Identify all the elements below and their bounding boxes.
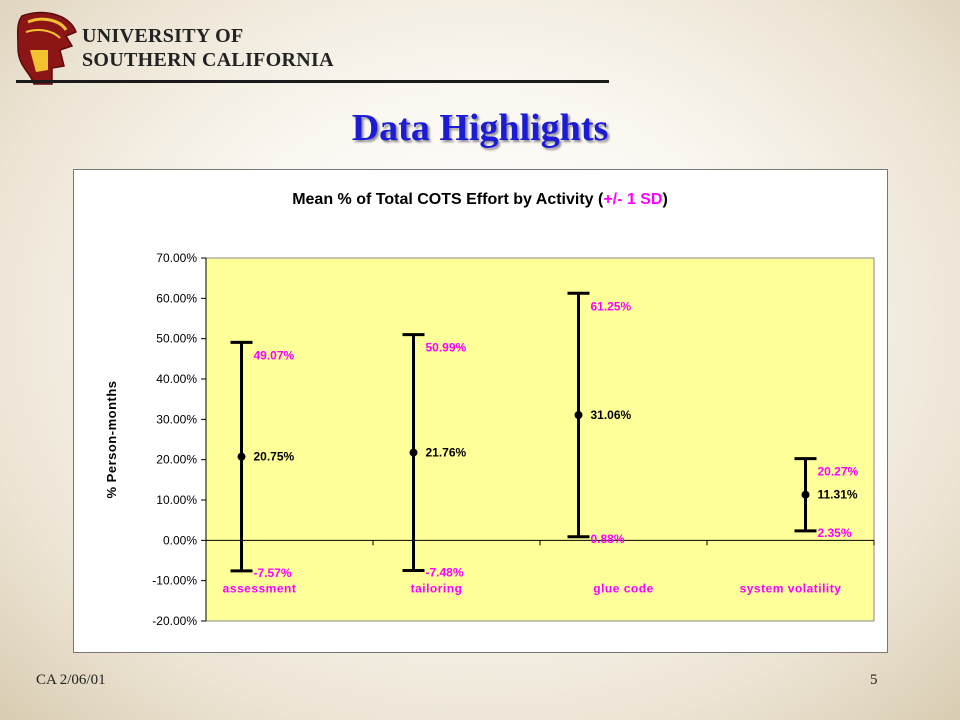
mean-value-label: 11.31% [818, 488, 858, 502]
footer-date: CA 2/06/01 [36, 672, 106, 688]
y-tick-label: 30.00% [156, 412, 197, 426]
chart-title-prefix: Mean % of Total COTS Effort by Activity … [292, 191, 604, 208]
upper-value-label: 50.99% [426, 341, 467, 355]
y-tick-label: -10.00% [152, 574, 197, 588]
lower-value-label: 0.88% [591, 532, 625, 546]
university-line-2: SOUTHERN CALIFORNIA [82, 49, 334, 71]
category-label: assessment [223, 581, 297, 595]
mean-point [801, 490, 810, 499]
category-label: system volatility [740, 581, 842, 595]
mean-point [409, 448, 418, 457]
chart-title-accent: +/- 1 SD [603, 191, 662, 208]
chart-svg: Mean % of Total COTS Effort by Activity … [104, 191, 875, 628]
y-tick-label: 50.00% [156, 332, 197, 346]
chart-container: Mean % of Total COTS Effort by Activity … [73, 169, 888, 653]
upper-value-label: 49.07% [254, 348, 295, 362]
category-label: glue code [593, 581, 654, 595]
upper-value-label: 20.27% [818, 465, 859, 479]
lower-value-label: -7.57% [254, 566, 292, 580]
y-tick-label: 70.00% [156, 251, 197, 265]
y-axis-title: % Person-months [104, 380, 119, 498]
lower-value-label: -7.48% [426, 566, 464, 580]
slide-title: Data Highlights [351, 107, 609, 149]
category-label: tailoring [411, 581, 463, 595]
header-rule [16, 80, 609, 83]
plot-area [205, 257, 875, 622]
chart-title: Mean % of Total COTS Effort by Activity … [292, 191, 668, 208]
lower-value-label: 2.35% [818, 526, 852, 540]
y-tick-label: 20.00% [156, 453, 197, 467]
mean-value-label: 21.76% [426, 446, 467, 460]
mean-point [574, 411, 583, 420]
y-tick-label: 0.00% [163, 533, 197, 547]
y-tick-label: 40.00% [156, 372, 197, 386]
university-line-1: UNIVERSITY OF [82, 25, 244, 47]
mean-value-label: 31.06% [591, 408, 632, 422]
y-tick-label: 60.00% [156, 291, 197, 305]
page-number: 5 [870, 672, 878, 688]
trojan-helmet-logo-icon [16, 11, 77, 85]
mean-point [237, 452, 246, 461]
university-name: UNIVERSITY OF SOUTHERN CALIFORNIA [82, 24, 334, 72]
mean-value-label: 20.75% [254, 450, 295, 464]
y-tick-label: 10.00% [156, 493, 197, 507]
y-tick-label: -20.00% [152, 614, 197, 628]
upper-value-label: 61.25% [591, 299, 632, 313]
chart-title-suffix: ) [662, 191, 667, 208]
